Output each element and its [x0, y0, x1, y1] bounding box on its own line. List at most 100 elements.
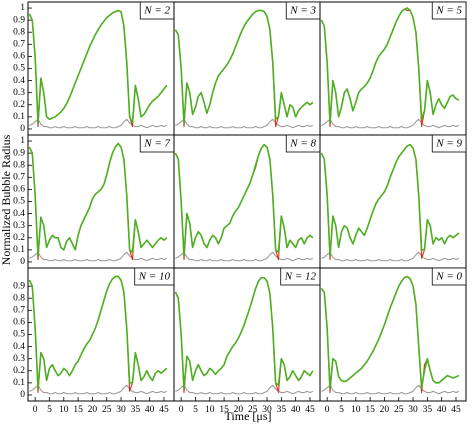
x-tick-label: 40 [145, 405, 155, 415]
plot-lines [28, 275, 168, 395]
y-axis-label: Normalized Bubble Radius [0, 134, 13, 265]
x-tick-label: 35 [131, 405, 141, 415]
x-tick-label: 20 [380, 405, 390, 415]
y-tick-label: 1 [20, 3, 25, 13]
y-tick-label: 0 [20, 124, 25, 134]
x-tick-label: 15 [73, 405, 83, 415]
x-tick-label: 0 [325, 405, 330, 415]
y-tick-label: 0.4 [13, 209, 25, 219]
panel-label: N = 5 [435, 5, 462, 17]
x-tick-label: 20 [88, 405, 98, 415]
x-tick-label: 40 [291, 405, 301, 415]
x-tick-label: 0 [179, 405, 184, 415]
y-tick-label: 0.2 [13, 233, 25, 243]
x-tick-label: 0 [33, 405, 38, 415]
x-tick-label: 40 [437, 405, 447, 415]
x-tick-label: 30 [408, 405, 418, 415]
series-line [321, 118, 460, 129]
plot-lines [174, 9, 314, 129]
panel: N = 3 [173, 1, 321, 136]
panel-label: N = 3 [289, 5, 316, 17]
y-tick-label: 0.7 [13, 40, 25, 50]
plot-lines [320, 275, 460, 395]
series-line [320, 143, 460, 257]
series-line [321, 384, 460, 395]
series-line [29, 251, 168, 262]
series-line [320, 7, 460, 124]
panel-label-box [431, 1, 467, 20]
y-tick-label: 0.3 [13, 354, 25, 364]
y-tick-label: 0.9 [13, 281, 25, 291]
series-line [28, 9, 168, 124]
plot-lines [28, 9, 168, 129]
plot-lines [320, 143, 460, 262]
y-tick-label: 0.2 [13, 100, 25, 110]
y-tick-label: 0.5 [13, 64, 25, 74]
y-tick-label: 0.5 [13, 330, 25, 340]
y-tick-label: 0.9 [13, 148, 25, 158]
y-tick-label: 0.3 [13, 221, 25, 231]
panel: N = 9 [319, 134, 467, 269]
y-tick-label: 0.8 [13, 293, 25, 303]
panel-background [28, 2, 174, 135]
series-line [29, 384, 168, 395]
x-tick-label: 5 [193, 405, 198, 415]
panel-background [174, 268, 320, 401]
panel-background [320, 268, 466, 401]
series-line [320, 275, 460, 390]
y-tick-label: 0.5 [13, 197, 25, 207]
y-tick-label: 0.2 [13, 366, 25, 376]
x-tick-label: 30 [116, 405, 126, 415]
panel: 0 0.1 0.2 0.3 0.4 0.5 0.6 0.7 0.8 0.9 1 N = 2 [13, 1, 175, 136]
y-tick-label: 0.4 [13, 76, 25, 86]
series-line [175, 251, 314, 262]
x-tick-label: 25 [394, 405, 404, 415]
plot-lines [28, 142, 168, 262]
plot-lines [174, 276, 314, 395]
x-tick-label: 35 [277, 405, 287, 415]
panel-background [28, 268, 174, 401]
panel: 0 5 10 15 20 25 30 35 40 45 N = 12 [173, 267, 321, 415]
panel-label: N = 9 [435, 138, 462, 150]
series-line [28, 142, 168, 257]
panel: 00.10.20.30.40.50.60.70.80.90 5 10 15 20 25 30… [13, 267, 175, 415]
panel-frame [319, 267, 467, 402]
series-line [175, 384, 314, 395]
x-tick-label: 15 [365, 405, 375, 415]
x-tick-label: 20 [234, 405, 244, 415]
x-tick-label: 45 [451, 405, 461, 415]
panel-background [174, 135, 320, 268]
y-tick-label: 0.9 [13, 15, 25, 25]
x-tick-label: 15 [219, 405, 229, 415]
series-line [175, 118, 314, 129]
series-line [28, 275, 168, 390]
series-line [174, 9, 314, 124]
y-tick-label: 0 [20, 390, 25, 400]
plot-lines [174, 143, 314, 262]
x-tick-label: 30 [262, 405, 272, 415]
y-tick-label: 0.7 [13, 173, 25, 183]
y-tick-label: 0.3 [13, 88, 25, 98]
panel: N = 5 [319, 1, 467, 136]
y-tick-label: 0.6 [13, 52, 25, 62]
y-tick-label: 0.6 [13, 318, 25, 328]
y-tick-label: 0.8 [13, 160, 25, 170]
y-tick-label: 0.1 [13, 112, 25, 122]
y-tick-label: 0.7 [13, 306, 25, 316]
series-line [174, 276, 314, 390]
panel-label-box [431, 134, 467, 153]
y-tick-label: 0 [20, 257, 25, 267]
x-tick-label: 35 [423, 405, 433, 415]
panel-label: N = 7 [143, 138, 170, 150]
y-tick-label: 0.1 [13, 245, 25, 255]
series-line [321, 251, 460, 262]
panel: 0 0.1 0.2 0.3 0.4 0.5 0.6 0.7 0.8 0.9 1 N = 7 [13, 134, 175, 269]
panel-label: N = 2 [143, 5, 170, 17]
x-tick-label: 45 [305, 405, 315, 415]
panel: 0 5 10 15 20 25 30 35 40 45 N = 0 [319, 267, 467, 415]
x-axis-label: Time [μs] [225, 409, 272, 423]
x-tick-label: 10 [59, 405, 69, 415]
x-tick-label: 5 [339, 405, 344, 415]
